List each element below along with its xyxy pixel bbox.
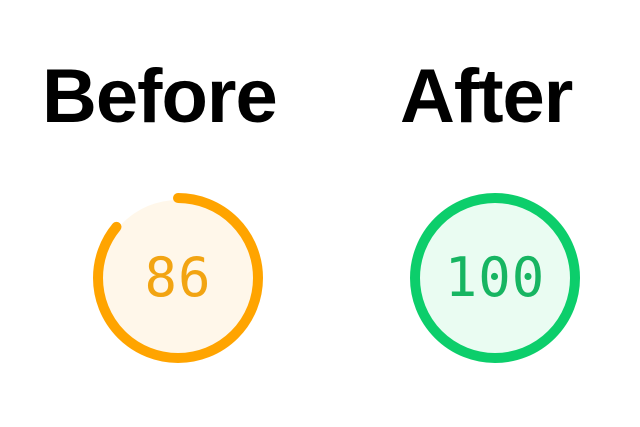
after-panel: After 100 bbox=[320, 0, 640, 427]
before-panel: Before 86 bbox=[42, 54, 278, 368]
before-gauge-fill bbox=[100, 200, 256, 356]
after-heading: After bbox=[400, 54, 573, 139]
before-score-gauge: 86 bbox=[88, 188, 268, 368]
after-gauge-fill bbox=[417, 200, 573, 356]
after-gauge-graphic bbox=[410, 193, 580, 363]
before-score-value: 86 bbox=[144, 246, 212, 309]
before-gauge-arc bbox=[93, 193, 263, 363]
before-heading: Before bbox=[42, 54, 278, 139]
before-gauge-graphic bbox=[93, 193, 263, 363]
after-score-value: 100 bbox=[444, 246, 546, 309]
after-gauge-arc bbox=[410, 193, 580, 363]
after-score-gauge: 100 bbox=[405, 188, 585, 368]
